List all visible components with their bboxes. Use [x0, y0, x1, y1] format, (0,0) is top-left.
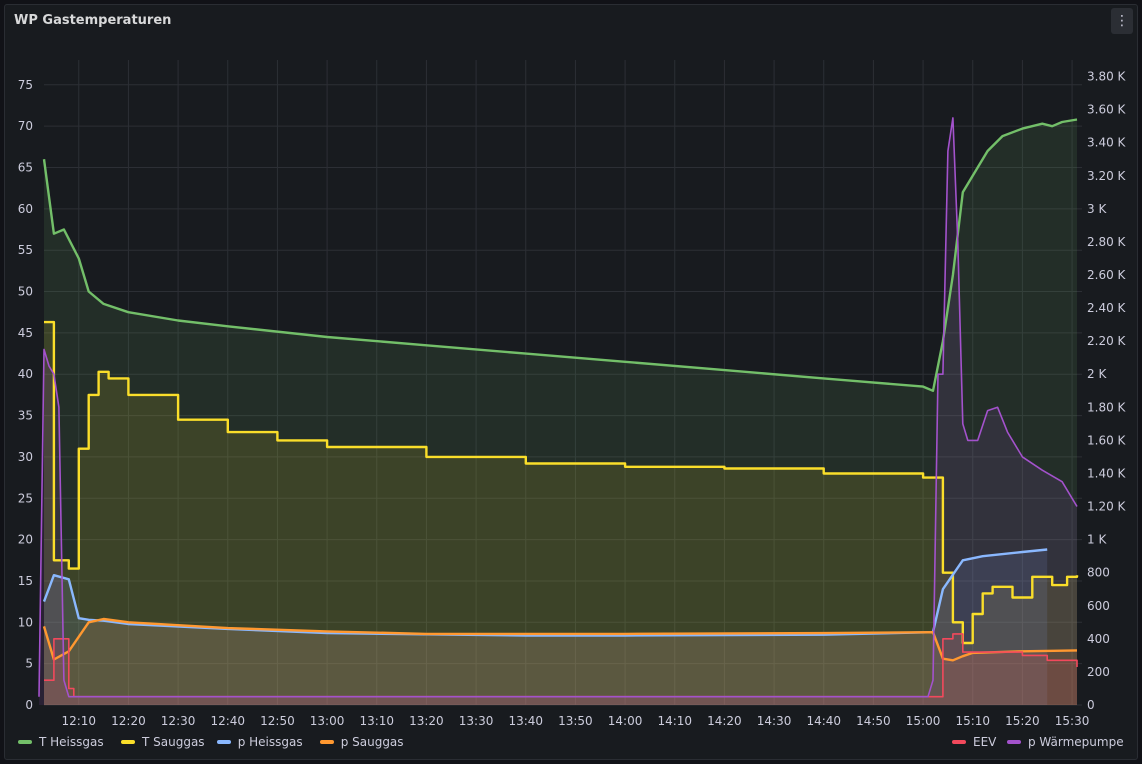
- legend-label: T Sauggas: [142, 735, 205, 749]
- y-right-tick-label: 2.80 K: [1087, 235, 1127, 249]
- legend-item[interactable]: EEV: [952, 735, 996, 749]
- y-right-tick-label: 2.60 K: [1087, 268, 1127, 282]
- x-tick-label: 14:40: [806, 714, 841, 728]
- x-tick-label: 15:00: [906, 714, 941, 728]
- legend-item[interactable]: p Heissgas: [216, 735, 303, 749]
- y-right-tick-label: 3.20 K: [1087, 169, 1127, 183]
- y-right-tick-label: 600: [1087, 599, 1110, 613]
- x-tick-label: 12:30: [161, 714, 196, 728]
- x-tick-label: 14:00: [608, 714, 643, 728]
- legend-label: T Heissgas: [39, 735, 104, 749]
- y-left-tick-label: 15: [18, 574, 33, 588]
- y-right-tick-label: 3.40 K: [1087, 136, 1127, 150]
- y-left-tick-label: 55: [18, 243, 33, 257]
- y-left-tick-label: 50: [18, 285, 33, 299]
- x-tick-label: 12:40: [210, 714, 245, 728]
- y-left-tick-label: 70: [18, 119, 33, 133]
- legend-item[interactable]: p Sauggas: [319, 735, 404, 749]
- series-line-t-sauggas: [44, 320, 1079, 645]
- legend-label: p Sauggas: [340, 735, 404, 749]
- series-area-t-sauggas: [44, 322, 1077, 705]
- legend-swatch: [1007, 740, 1021, 744]
- x-tick-label: 12:50: [260, 714, 295, 728]
- legend-item[interactable]: T Heissgas: [18, 735, 104, 749]
- x-tick-label: 14:10: [657, 714, 692, 728]
- y-left-tick-label: 35: [18, 409, 33, 423]
- x-tick-label: 15:10: [955, 714, 990, 728]
- y-right-tick-label: 2.20 K: [1087, 334, 1127, 348]
- y-left-tick-label: 5: [25, 657, 33, 671]
- legend-item[interactable]: T Sauggas: [121, 735, 205, 749]
- series-line-p-sauggas: [42, 617, 1078, 662]
- y-right-tick-label: 2.40 K: [1087, 301, 1127, 315]
- y-left-tick-label: 60: [18, 202, 33, 216]
- x-tick-label: 13:30: [459, 714, 494, 728]
- x-tick-label: 13:00: [310, 714, 345, 728]
- y-right-tick-label: 1 K: [1087, 533, 1107, 547]
- y-right-tick-label: 1.20 K: [1087, 500, 1127, 514]
- y-left-tick-label: 45: [18, 326, 33, 340]
- panel-menu-icon[interactable]: ⋮: [1111, 8, 1133, 34]
- legend-swatch: [216, 740, 231, 744]
- y-left-tick-label: 25: [18, 491, 33, 505]
- legend-swatch: [121, 740, 135, 744]
- y-right-tick-label: 1.40 K: [1087, 466, 1127, 480]
- series-line-p-w-rmepumpe: [38, 117, 1078, 698]
- x-tick-label: 13:20: [409, 714, 444, 728]
- legend-label: EEV: [973, 735, 997, 749]
- x-tick-label: 14:30: [757, 714, 792, 728]
- x-tick-label: 13:40: [508, 714, 543, 728]
- y-right-tick-label: 400: [1087, 632, 1110, 646]
- legend-label: p Wärmepumpe: [1028, 735, 1124, 749]
- y-right-tick-label: 3 K: [1087, 202, 1107, 216]
- y-left-tick-label: 65: [18, 161, 33, 175]
- series-area-p-w-rmepumpe: [39, 117, 1077, 705]
- y-right-tick-label: 3.60 K: [1087, 103, 1127, 117]
- y-left-tick-label: 40: [18, 367, 33, 381]
- x-tick-label: 14:20: [707, 714, 742, 728]
- y-right-tick-label: 200: [1087, 665, 1110, 679]
- y-right-tick-label: 2 K: [1087, 367, 1107, 381]
- series-line-eev: [44, 633, 1078, 698]
- x-tick-label: 13:10: [359, 714, 394, 728]
- x-tick-label: 13:50: [558, 714, 593, 728]
- y-right-tick-label: 1.60 K: [1087, 433, 1127, 447]
- series-area-t-heissgas: [44, 119, 1077, 705]
- legend-swatch: [319, 740, 334, 744]
- y-left-tick-label: 0: [25, 698, 33, 712]
- x-tick-label: 12:10: [61, 714, 96, 728]
- legend-item[interactable]: p Wärmepumpe: [1007, 735, 1124, 749]
- x-tick-label: 14:50: [856, 714, 891, 728]
- y-left-tick-label: 30: [18, 450, 33, 464]
- y-right-tick-label: 800: [1087, 566, 1110, 580]
- series-line-t-heissgas: [42, 118, 1078, 392]
- x-tick-label: 15:30: [1055, 714, 1090, 728]
- y-right-tick-label: 3.80 K: [1087, 70, 1127, 84]
- series-area-eev: [44, 633, 1077, 705]
- y-left-tick-label: 75: [18, 78, 33, 92]
- legend-swatch: [18, 740, 32, 744]
- legend-label: p Heissgas: [237, 735, 303, 749]
- y-left-tick-label: 10: [18, 615, 33, 629]
- y-right-tick-label: 1.80 K: [1087, 400, 1127, 414]
- y-right-tick-label: 0: [1087, 698, 1095, 712]
- panel-title: WP Gastemperaturen: [14, 13, 172, 28]
- x-tick-label: 15:20: [1005, 714, 1040, 728]
- y-left-tick-label: 20: [18, 533, 33, 547]
- series-area-p-sauggas: [44, 619, 1077, 705]
- x-tick-label: 12:20: [111, 714, 146, 728]
- series-area-p-heissgas: [44, 549, 1048, 705]
- legend-swatch: [952, 740, 966, 744]
